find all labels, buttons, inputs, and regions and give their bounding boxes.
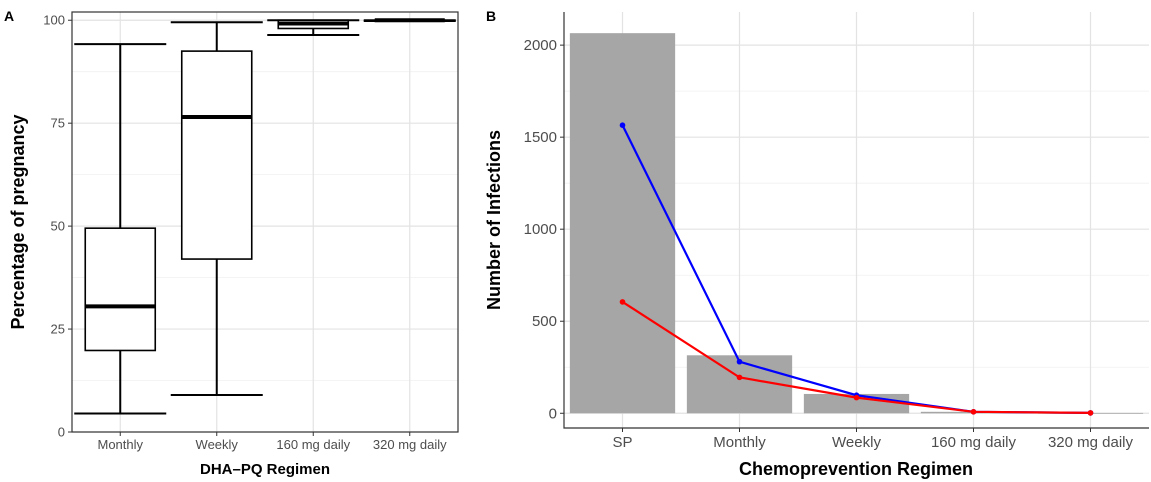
panel-b-y-tick-label: 500 xyxy=(532,313,557,330)
panel-a-frame xyxy=(71,11,459,433)
panel-b-y-tick-label: 2000 xyxy=(524,37,557,54)
panel-b-x-tick-label-monthly: Monthly xyxy=(713,434,766,451)
panel-b-lines xyxy=(619,122,1094,416)
panel-a-y-axis-title: Percentage of pregnancy xyxy=(8,114,28,329)
panel-a-letter: A xyxy=(4,8,14,24)
panel-a-x-tick-label-monthly: Monthly xyxy=(97,437,143,452)
panel-a-y-tick-label: 50 xyxy=(51,219,65,234)
series-1-point-sp xyxy=(619,122,626,129)
box-160-mg-daily xyxy=(267,19,360,37)
panel-b-x-tick-label-160-mg-daily: 160 mg daily xyxy=(931,434,1017,451)
panel-a-x-axis-title: DHA–PQ Regimen xyxy=(200,461,330,478)
box-320-mg-daily xyxy=(363,18,456,23)
panel-b-barchart: B 0 500 1000 1500 2000 SP Monthly Weekly 160 mg… xyxy=(484,8,1149,479)
panel-a-x-tick-label-160-mg-daily: 160 mg daily xyxy=(276,437,350,452)
series-1-point-monthly xyxy=(736,358,743,365)
panel-b-y-tick-label: 1500 xyxy=(524,129,557,146)
panel-a-boxes xyxy=(74,18,456,415)
panel-b-letter: B xyxy=(486,8,496,24)
panel-b-y-tick-label: 0 xyxy=(549,405,557,422)
panel-a-y-tick-label: 0 xyxy=(58,425,65,440)
series-2-point-weekly xyxy=(853,394,860,401)
bar-sp xyxy=(569,33,676,414)
panel-a-x-tick-label-weekly: Weekly xyxy=(196,437,239,452)
series-2-point-sp xyxy=(619,299,626,305)
panel-b-x-tick-label-weekly: Weekly xyxy=(832,434,881,451)
series-2-point-160-mg-daily xyxy=(970,409,977,415)
series-2-point-monthly xyxy=(736,374,743,381)
panel-b-x-axis-title: Chemoprevention Regimen xyxy=(739,459,973,479)
box-monthly xyxy=(74,43,167,415)
panel-b-x-tick-label-320-mg-daily: 320 mg daily xyxy=(1048,434,1134,451)
panel-a-y-tick-label: 75 xyxy=(51,116,65,131)
series-2-point-320-mg-daily xyxy=(1087,410,1094,416)
panel-a-boxplot: A 0 25 50 75 100 Monthly Weekly 160 mg daily 32… xyxy=(4,8,459,478)
box-iqr xyxy=(180,50,253,260)
panel-a-x-axis: Monthly Weekly 160 mg daily 320 mg daily xyxy=(97,432,447,452)
panel-b-x-axis: SP Monthly Weekly 160 mg daily 320 mg daily xyxy=(612,428,1134,451)
panel-a-y-tick-label: 25 xyxy=(51,322,65,337)
panel-a-x-tick-label-320-mg-daily: 320 mg daily xyxy=(373,437,447,452)
panel-b-y-axis-title: Number of Infections xyxy=(484,130,504,310)
panel-a-y-axis: 0 25 50 75 100 xyxy=(43,13,72,440)
box-iqr xyxy=(84,227,157,352)
box-weekly xyxy=(170,21,263,396)
panel-b-y-tick-label: 1000 xyxy=(524,221,557,238)
panel-b-x-tick-label-sp: SP xyxy=(612,434,632,451)
panel-b-axes xyxy=(563,12,1149,429)
panel-a-y-tick-label: 100 xyxy=(43,13,65,28)
panel-b-y-axis: 0 500 1000 1500 2000 xyxy=(524,37,564,422)
